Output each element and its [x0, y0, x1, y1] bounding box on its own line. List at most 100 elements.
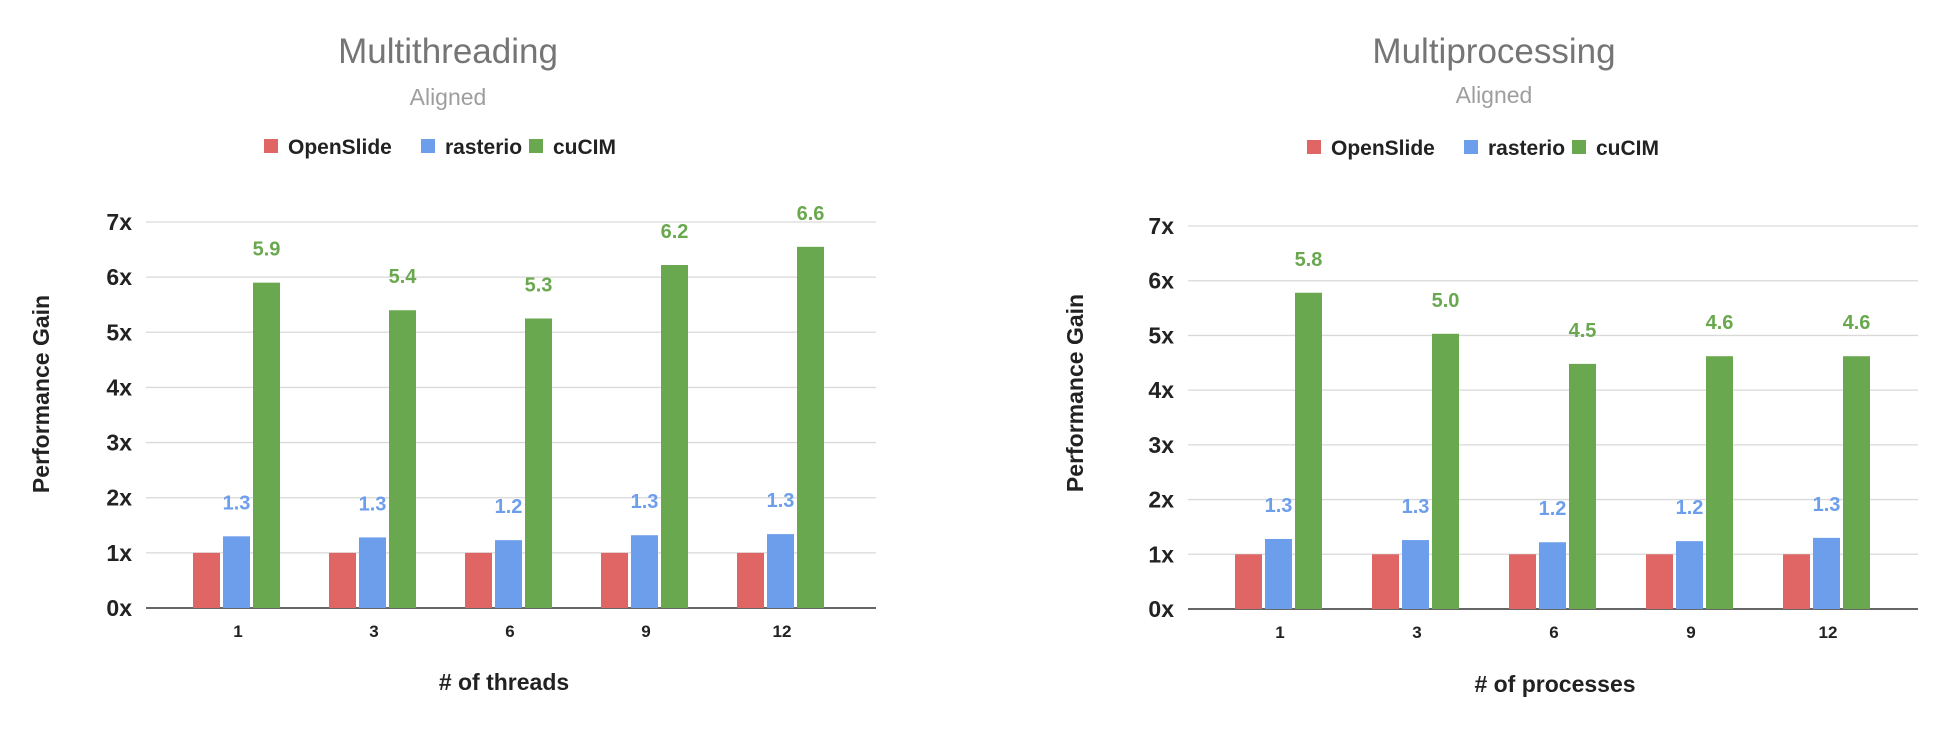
bar-openslide-9 [601, 552, 628, 608]
data-labels: 1.3 5.9 1.3 5.4 1.2 5.3 1.3 6.2 1.3 6.6 [223, 203, 825, 518]
y-tick-label: 5x [106, 319, 132, 345]
bar-cucim-6 [525, 318, 552, 608]
bar-openslide-1 [1235, 554, 1262, 609]
chart-subtitle: Aligned [1456, 82, 1533, 108]
legend-swatch-rasterio [421, 139, 435, 153]
y-tick-label: 0x [106, 595, 132, 621]
x-tick-label: 1 [233, 622, 242, 641]
bar-cucim-9 [661, 265, 688, 608]
chart-subtitle: Aligned [410, 84, 487, 110]
chart-title: Multithreading [338, 32, 558, 71]
data-label-rasterio-9: 1.2 [1676, 497, 1704, 519]
bar-rasterio-6 [495, 540, 522, 608]
multithreading-chart: Multithreading Aligned OpenSlide rasterio… [28, 32, 876, 695]
x-tick-label: 12 [773, 622, 792, 641]
bar-cucim-6 [1569, 363, 1596, 609]
bar-openslide-12 [1783, 554, 1810, 609]
multiprocessing-chart-svg: Multiprocessing Aligned OpenSlide rasteri… [1062, 32, 1918, 697]
y-tick-label: 0x [1148, 596, 1174, 622]
x-tick-labels: 1 3 6 9 12 [233, 622, 791, 641]
y-tick-label: 6x [106, 264, 132, 290]
bar-rasterio-12 [767, 534, 794, 608]
x-tick-label: 12 [1819, 623, 1838, 642]
bar-openslide-3 [1372, 554, 1399, 609]
data-label-rasterio-3: 1.3 [1402, 496, 1430, 518]
x-tick-label: 9 [641, 622, 650, 641]
legend-label-openslide: OpenSlide [288, 136, 392, 159]
y-tick-label: 3x [106, 430, 132, 456]
bar-openslide-1 [193, 552, 220, 608]
bar-rasterio-1 [1265, 538, 1292, 609]
bar-rasterio-1 [223, 536, 250, 608]
legend-label-rasterio: rasterio [1488, 137, 1565, 160]
y-tick-label: 3x [1148, 432, 1174, 458]
bar-rasterio-3 [1402, 540, 1429, 609]
bar-cucim-9 [1706, 356, 1733, 609]
data-label-cucim-1: 5.9 [253, 239, 281, 261]
data-labels: 1.3 5.8 1.3 5.0 1.2 4.5 1.2 4.6 1.3 4.6 [1265, 249, 1871, 520]
bar-cucim-1 [1295, 292, 1322, 609]
bar-openslide-6 [465, 552, 492, 608]
bar-openslide-3 [329, 552, 356, 608]
bar-rasterio-9 [1676, 541, 1703, 609]
x-tick-label: 6 [1549, 623, 1558, 642]
bar-rasterio-12 [1813, 537, 1840, 609]
data-label-cucim-9: 6.2 [661, 221, 689, 243]
legend-swatch-cucim [1572, 140, 1586, 154]
y-tick-label: 5x [1148, 322, 1174, 348]
x-axis-label: # of processes [1474, 671, 1635, 697]
x-tick-label: 3 [1412, 623, 1421, 642]
multithreading-chart-svg: Multithreading Aligned OpenSlide rasterio… [28, 32, 876, 695]
bar-cucim-3 [1432, 333, 1459, 609]
legend-label-openslide: OpenSlide [1331, 137, 1435, 160]
x-axis-label: # of threads [439, 669, 569, 695]
data-label-rasterio-1: 1.3 [1265, 495, 1293, 517]
y-tick-label: 1x [1148, 541, 1174, 567]
bar-cucim-3 [389, 310, 416, 608]
data-label-cucim-6: 5.3 [525, 275, 553, 297]
x-tick-labels: 1 3 6 9 12 [1275, 623, 1837, 642]
y-tick-label: 4x [106, 374, 132, 400]
data-label-rasterio-3: 1.3 [359, 493, 387, 515]
legend-swatch-openslide [1307, 140, 1321, 154]
y-tick-label: 7x [1148, 213, 1174, 239]
y-tick-label: 1x [106, 540, 132, 566]
data-label-cucim-1: 5.8 [1295, 249, 1323, 271]
bar-openslide-12 [737, 552, 764, 608]
data-label-rasterio-12: 1.3 [767, 490, 795, 512]
legend-label-cucim: cuCIM [553, 136, 616, 159]
data-label-cucim-3: 5.4 [389, 266, 418, 288]
bar-cucim-12 [1843, 356, 1870, 609]
chart-legend: OpenSlide rasterio cuCIM [1307, 137, 1659, 160]
bars [1235, 292, 1870, 609]
y-tick-labels: 0x 1x 2x 3x 4x 5x 6x 7x [1148, 213, 1174, 622]
y-axis-label: Performance Gain [1062, 294, 1088, 492]
chart-legend: OpenSlide rasterio cuCIM [264, 136, 616, 159]
data-label-rasterio-9: 1.3 [631, 491, 659, 513]
y-axis-label: Performance Gain [28, 295, 54, 493]
bar-openslide-9 [1646, 554, 1673, 609]
bar-cucim-12 [797, 246, 824, 609]
x-tick-label: 6 [505, 622, 514, 641]
bars [193, 246, 824, 609]
multiprocessing-chart: Multiprocessing Aligned OpenSlide rasteri… [969, 0, 1938, 752]
x-tick-label: 3 [369, 622, 378, 641]
legend-swatch-openslide [264, 139, 278, 153]
chart-title: Multiprocessing [1372, 32, 1615, 71]
data-label-cucim-12: 6.6 [797, 203, 825, 225]
y-tick-label: 2x [1148, 487, 1174, 513]
legend-swatch-rasterio [1464, 140, 1478, 154]
y-tick-labels: 0x 1x 2x 3x 4x 5x 6x 7x [106, 209, 132, 621]
bar-rasterio-6 [1539, 542, 1566, 609]
y-tick-label: 4x [1148, 377, 1174, 403]
data-label-cucim-12: 4.6 [1843, 312, 1871, 334]
legend-label-rasterio: rasterio [445, 136, 522, 159]
legend-swatch-cucim [529, 139, 543, 153]
x-tick-label: 9 [1686, 623, 1695, 642]
bar-cucim-1 [253, 282, 280, 608]
bar-rasterio-9 [631, 535, 658, 608]
data-label-cucim-9: 4.6 [1706, 312, 1734, 334]
y-tick-label: 7x [106, 209, 132, 235]
y-tick-label: 6x [1148, 268, 1174, 294]
data-label-cucim-6: 4.5 [1569, 320, 1597, 342]
